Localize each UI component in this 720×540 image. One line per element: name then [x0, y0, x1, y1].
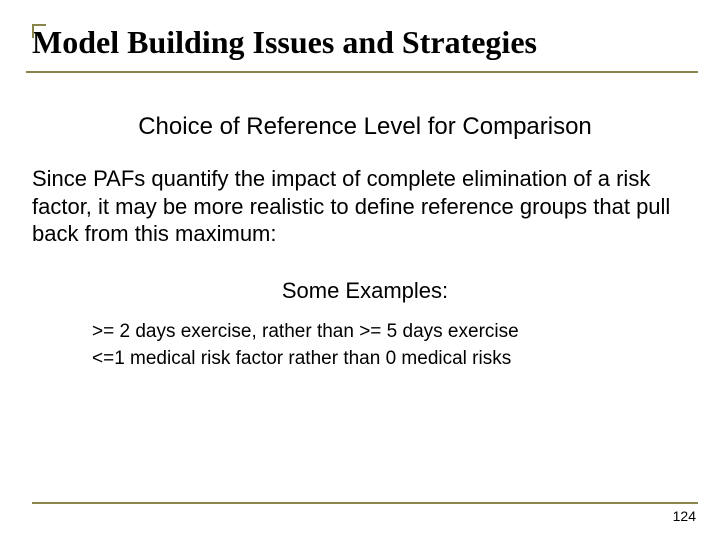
- example-item: >= 2 days exercise, rather than >= 5 day…: [92, 318, 698, 346]
- corner-accent-left: [32, 24, 34, 38]
- slide-frame: Model Building Issues and Strategies Cho…: [32, 24, 698, 528]
- title-block: Model Building Issues and Strategies: [26, 24, 698, 73]
- examples-list: >= 2 days exercise, rather than >= 5 day…: [32, 318, 698, 373]
- slide-title: Model Building Issues and Strategies: [32, 24, 698, 61]
- body-paragraph: Since PAFs quantify the impact of comple…: [32, 165, 698, 248]
- footer-accent-line: [32, 502, 698, 504]
- example-item: <=1 medical risk factor rather than 0 me…: [92, 345, 698, 373]
- corner-accent-top: [32, 24, 46, 26]
- examples-heading: Some Examples:: [32, 278, 698, 304]
- page-number: 124: [673, 508, 696, 524]
- slide-subtitle: Choice of Reference Level for Comparison: [32, 113, 698, 141]
